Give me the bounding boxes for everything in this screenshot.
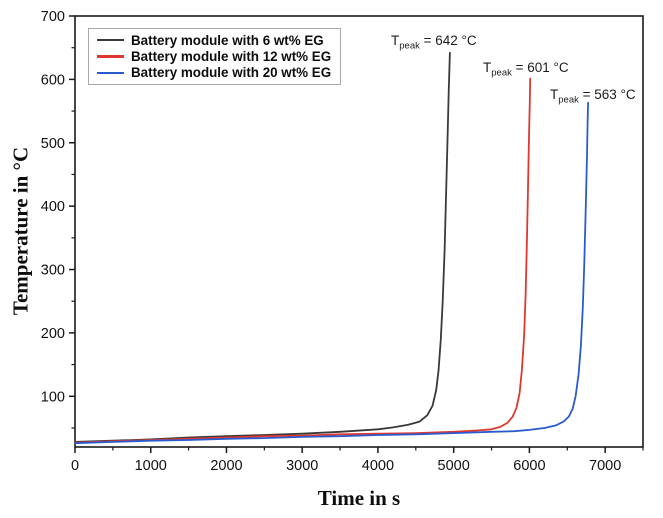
peak-annotation-601: Tpeak = 601 °C — [483, 60, 569, 78]
series-line-12wt-eg — [74, 77, 532, 444]
annotation-subscript: peak — [491, 67, 512, 79]
y-tick-label: 400 — [41, 199, 65, 215]
legend-entry-20wt: Battery module with 20 wt% EG — [89, 65, 340, 80]
annotation-symbol: T — [391, 33, 400, 48]
y-tick-label: 500 — [41, 136, 65, 152]
legend-label: Battery module with 6 wt% EG — [131, 32, 324, 48]
peak-annotation-563: Tpeak = 563 °C — [550, 87, 636, 105]
legend-label: Battery module with 20 wt% EG — [131, 65, 332, 81]
annotation-value: = 563 °C — [578, 87, 636, 102]
annotation-subscript: peak — [558, 94, 579, 106]
plot-frame — [74, 15, 644, 448]
series-line-6wt-eg — [74, 51, 451, 443]
y-tick-label: 300 — [41, 263, 65, 279]
x-tick-label: 5000 — [438, 458, 470, 474]
x-tick-label: 4000 — [362, 458, 394, 474]
annotation-symbol: T — [550, 87, 559, 102]
y-tick-label: 600 — [41, 72, 65, 88]
annotation-value: = 642 °C — [419, 33, 477, 48]
legend-entry-12wt: Battery module with 12 wt% EG — [89, 49, 340, 64]
legend-label: Battery module with 12 wt% EG — [131, 48, 332, 64]
x-tick-label: 7000 — [589, 458, 621, 474]
annotation-symbol: T — [483, 60, 492, 75]
y-tick-label: 100 — [41, 389, 65, 405]
x-tick-label: 2000 — [210, 458, 242, 474]
x-axis-title: Time in s — [317, 486, 401, 510]
annotation-subscript: peak — [399, 40, 420, 52]
y-axis-title: Temperature in °C — [8, 146, 33, 316]
x-tick-label: 1000 — [135, 458, 167, 474]
legend-line-swatch-blue — [97, 71, 124, 74]
legend: Battery module with 6 wt% EG Battery mod… — [88, 28, 341, 85]
x-tick-label: 3000 — [286, 458, 318, 474]
series-line-20wt-eg — [74, 101, 589, 445]
y-tick-label: 700 — [41, 9, 65, 25]
x-tick-label: 6000 — [513, 458, 545, 474]
legend-line-swatch-black — [97, 39, 124, 42]
y-tick-label: 200 — [41, 326, 65, 342]
legend-entry-6wt: Battery module with 6 wt% EG — [89, 33, 340, 48]
x-tick-label: 0 — [71, 458, 79, 474]
peak-annotation-642: Tpeak = 642 °C — [391, 33, 477, 51]
annotation-value: = 601 °C — [511, 60, 569, 75]
legend-line-swatch-red — [97, 55, 124, 58]
